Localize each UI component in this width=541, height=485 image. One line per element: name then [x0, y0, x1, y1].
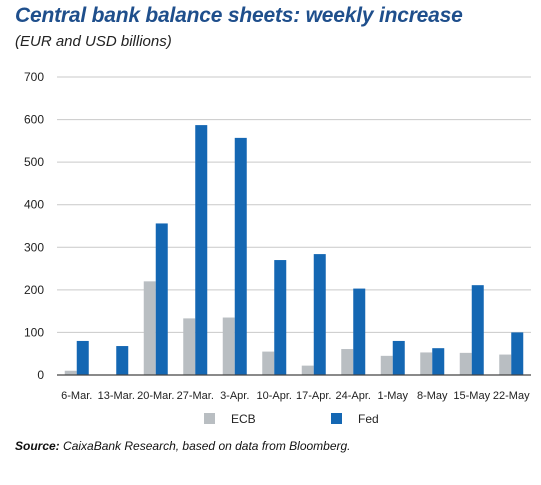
bar-ecb-7: [341, 349, 354, 375]
chart-subtitle: (EUR and USD billions): [15, 33, 172, 50]
y-tick-label: 300: [24, 240, 44, 254]
x-tick-label: 1-May: [377, 390, 408, 402]
bar-fed-0: [76, 340, 89, 375]
y-tick-label: 0: [37, 368, 44, 382]
x-tick-label: 3-Apr.: [220, 390, 249, 402]
grid-lines: [57, 76, 531, 333]
x-tick-label: 17-Apr.: [296, 390, 331, 402]
x-tick-label: 24-Apr.: [336, 390, 371, 402]
legend: ECB Fed: [204, 412, 379, 426]
legend-label-ecb: ECB: [231, 412, 256, 426]
x-tick-label: 13-Mar.: [98, 390, 135, 402]
bar-ecb-10: [459, 352, 472, 375]
source-label: Source:: [15, 439, 60, 453]
x-tick-label: 10-Apr.: [257, 390, 292, 402]
legend-swatch-fed: [331, 413, 342, 424]
legend-swatch-ecb: [204, 413, 215, 424]
y-tick-label: 400: [24, 198, 44, 212]
y-axis-ticks: 0 100 200 300 400 500 600 700: [24, 70, 44, 382]
source-text: CaixaBank Research, based on data from B…: [59, 439, 351, 453]
bar-fed-7: [353, 288, 366, 375]
bar-fed-11: [511, 332, 524, 375]
bar-ecb-8: [380, 355, 393, 375]
bar-ecb-2: [143, 281, 156, 375]
bars: [64, 125, 524, 375]
y-tick-label: 600: [24, 113, 44, 127]
bar-fed-6: [313, 254, 326, 375]
y-tick-label: 200: [24, 283, 44, 297]
bar-fed-1: [116, 346, 129, 375]
x-tick-label: 22-May: [493, 390, 530, 402]
y-tick-label: 500: [24, 155, 44, 169]
bar-fed-3: [195, 125, 208, 375]
x-tick-label: 20-Mar.: [137, 390, 174, 402]
source-note: Source: CaixaBank Research, based on dat…: [15, 439, 351, 453]
chart-title: Central bank balance sheets: weekly incr…: [15, 4, 463, 27]
x-tick-label: 15-May: [453, 390, 490, 402]
x-tick-label: 8-May: [417, 390, 448, 402]
legend-label-fed: Fed: [358, 412, 379, 426]
bar-ecb-11: [499, 354, 512, 375]
x-axis-ticks: 6-Mar. 13-Mar. 20-Mar. 27-Mar. 3-Apr. 10-Apr.…: [61, 390, 530, 402]
bar-ecb-9: [420, 352, 433, 375]
bar-ecb-5: [262, 351, 275, 375]
bar-fed-10: [471, 285, 484, 375]
y-tick-label: 700: [24, 70, 44, 84]
bar-ecb-4: [222, 317, 235, 375]
bar-fed-5: [274, 260, 287, 375]
x-tick-label: 6-Mar.: [61, 390, 92, 402]
bar-ecb-0: [64, 370, 77, 375]
bar-ecb-6: [301, 365, 314, 375]
bar-ecb-3: [183, 318, 196, 375]
x-tick-label: 27-Mar.: [177, 390, 214, 402]
bar-fed-8: [392, 340, 405, 375]
bar-fed-4: [234, 137, 247, 375]
bar-fed-2: [155, 223, 168, 375]
y-tick-label: 100: [24, 325, 44, 339]
bar-fed-9: [432, 348, 445, 375]
